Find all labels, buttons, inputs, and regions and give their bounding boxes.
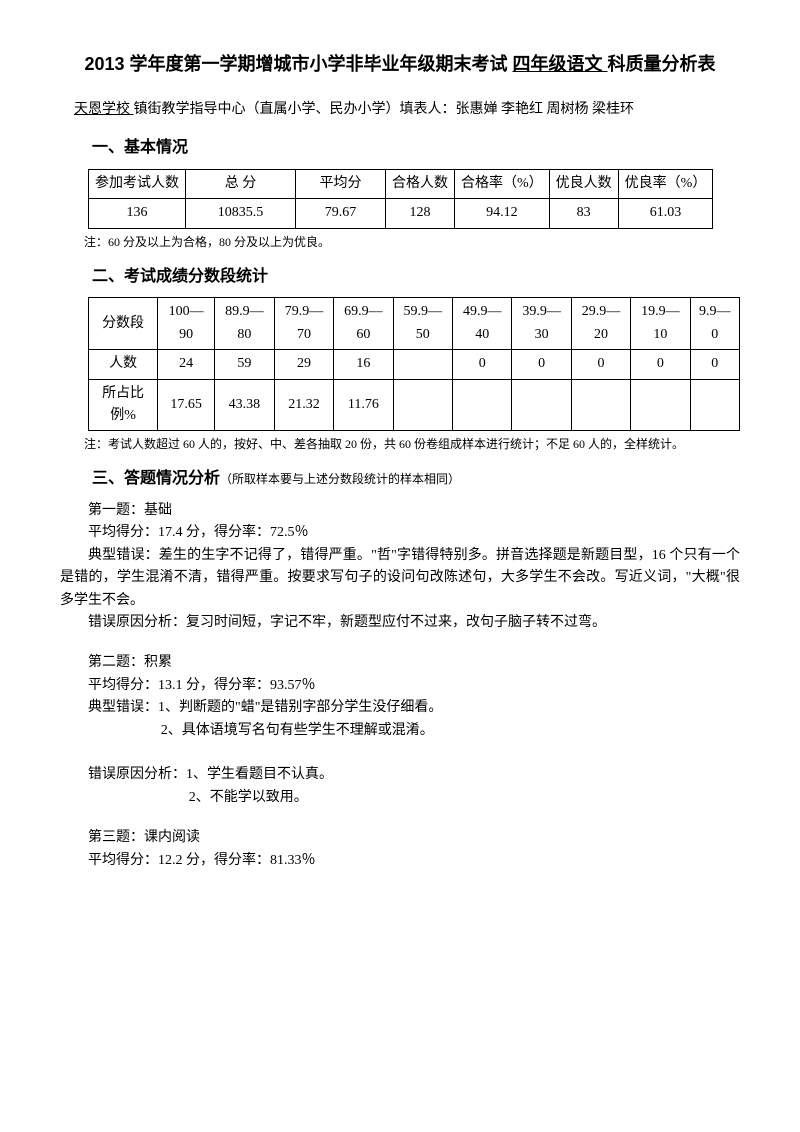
col-header: 平均分	[296, 169, 386, 198]
basic-stats-table: 参加考试人数 总 分 平均分 合格人数 合格率（%） 优良人数 优良率（%） 1…	[88, 169, 713, 229]
cell	[393, 350, 452, 379]
cell: 10835.5	[186, 199, 296, 228]
section-1-heading: 一、基本情况	[60, 135, 740, 161]
cell	[393, 379, 452, 431]
meta-line: 天恩学校 镇街教学指导中心（直属小学、民办小学）填表人：张惠婵 李艳红 周树杨 …	[60, 99, 740, 121]
page-title: 2013 学年度第一学期增城市小学非毕业年级期末考试 四年级语文 科质量分析表	[60, 50, 740, 79]
row-head: 分数段	[89, 298, 158, 350]
cell: 59	[215, 350, 275, 379]
row-head: 人数	[89, 350, 158, 379]
cell: 89.9—80	[215, 298, 275, 350]
note-1: 注：60 分及以上为合格，80 分及以上为优良。	[60, 233, 740, 252]
cell: 136	[89, 199, 186, 228]
q2-reason2: 2、不能学以致用。	[60, 787, 740, 809]
cell: 17.65	[158, 379, 215, 431]
row-head: 所占比例%	[89, 379, 158, 431]
score-range-table: 分数段 100—90 89.9—80 79.9—70 69.9—60 59.9—…	[88, 297, 740, 431]
cell: 0	[631, 350, 690, 379]
cell: 69.9—60	[334, 298, 393, 350]
cell: 43.38	[215, 379, 275, 431]
question-3-block: 第三题：课内阅读 平均得分：12.2 分，得分率：81.33％	[60, 827, 740, 872]
table-row: 人数 24 59 29 16 0 0 0 0 0	[89, 350, 740, 379]
q2-err1: 典型错误：1、判断题的"蜡"是错别字部分学生没仔细看。	[60, 697, 740, 719]
section-3-heading: 三、答题情况分析（所取样本要与上述分数段统计的样本相同）	[60, 466, 740, 492]
cell: 0	[690, 350, 739, 379]
cell: 39.9—30	[512, 298, 571, 350]
cell: 9.9—0	[690, 298, 739, 350]
cell	[571, 379, 630, 431]
table-row: 所占比例% 17.65 43.38 21.32 11.76	[89, 379, 740, 431]
section-3-title: 三、答题情况分析	[92, 470, 220, 487]
meta-rest: 镇街教学指导中心（直属小学、民办小学）填表人：张惠婵 李艳红 周树杨 梁桂环	[134, 102, 635, 117]
cell: 29	[274, 350, 334, 379]
q1-score: 平均得分：17.4 分，得分率：72.5％	[60, 522, 740, 544]
cell: 29.9—20	[571, 298, 630, 350]
col-header: 合格人数	[386, 169, 455, 198]
cell: 100—90	[158, 298, 215, 350]
title-prefix: 2013 学年度第一学期增城市小学非毕业年级期末考试	[84, 54, 512, 74]
cell	[690, 379, 739, 431]
cell: 0	[453, 350, 512, 379]
table-row: 分数段 100—90 89.9—80 79.9—70 69.9—60 59.9—…	[89, 298, 740, 350]
q2-err2: 2、具体语境写名句有些学生不理解或混淆。	[60, 720, 740, 742]
section-2-heading: 二、考试成绩分数段统计	[60, 264, 740, 290]
cell: 21.32	[274, 379, 334, 431]
col-header: 合格率（%）	[455, 169, 550, 198]
school-name: 天恩学校	[74, 102, 134, 117]
question-1-block: 第一题：基础 平均得分：17.4 分，得分率：72.5％ 典型错误：差生的生字不…	[60, 500, 740, 634]
q2-title: 第二题：积累	[60, 652, 740, 674]
cell: 59.9—50	[393, 298, 452, 350]
q1-errors: 典型错误：差生的生字不记得了，错得严重。"哲"字错得特别多。拼音选择题是新题目型…	[60, 545, 740, 612]
cell: 61.03	[618, 199, 713, 228]
cell	[512, 379, 571, 431]
cell: 94.12	[455, 199, 550, 228]
col-header: 优良率（%）	[618, 169, 713, 198]
cell: 0	[512, 350, 571, 379]
col-header: 参加考试人数	[89, 169, 186, 198]
q2-score: 平均得分：13.1 分，得分率：93.57％	[60, 675, 740, 697]
q3-title: 第三题：课内阅读	[60, 827, 740, 849]
question-2-block: 第二题：积累 平均得分：13.1 分，得分率：93.57％ 典型错误：1、判断题…	[60, 652, 740, 809]
cell: 0	[571, 350, 630, 379]
section-3-sub: （所取样本要与上述分数段统计的样本相同）	[220, 472, 460, 486]
cell	[453, 379, 512, 431]
cell: 16	[334, 350, 393, 379]
cell: 79.67	[296, 199, 386, 228]
table-row: 136 10835.5 79.67 128 94.12 83 61.03	[89, 199, 713, 228]
q3-score: 平均得分：12.2 分，得分率：81.33％	[60, 850, 740, 872]
cell: 128	[386, 199, 455, 228]
cell: 24	[158, 350, 215, 379]
cell: 79.9—70	[274, 298, 334, 350]
col-header: 优良人数	[549, 169, 618, 198]
cell: 49.9—40	[453, 298, 512, 350]
cell: 11.76	[334, 379, 393, 431]
cell: 83	[549, 199, 618, 228]
table-row: 参加考试人数 总 分 平均分 合格人数 合格率（%） 优良人数 优良率（%）	[89, 169, 713, 198]
cell: 19.9—10	[631, 298, 690, 350]
q1-reason: 错误原因分析：复习时间短，字记不牢，新题型应付不过来，改句子脑子转不过弯。	[60, 612, 740, 634]
title-subject: 四年级语文	[513, 54, 608, 74]
title-suffix: 科质量分析表	[608, 54, 716, 74]
q2-reason1: 错误原因分析：1、学生看题目不认真。	[60, 764, 740, 786]
cell	[631, 379, 690, 431]
col-header: 总 分	[186, 169, 296, 198]
q1-title: 第一题：基础	[60, 500, 740, 522]
note-2: 注：考试人数超过 60 人的，按好、中、差各抽取 20 份，共 60 份卷组成样…	[60, 435, 740, 454]
